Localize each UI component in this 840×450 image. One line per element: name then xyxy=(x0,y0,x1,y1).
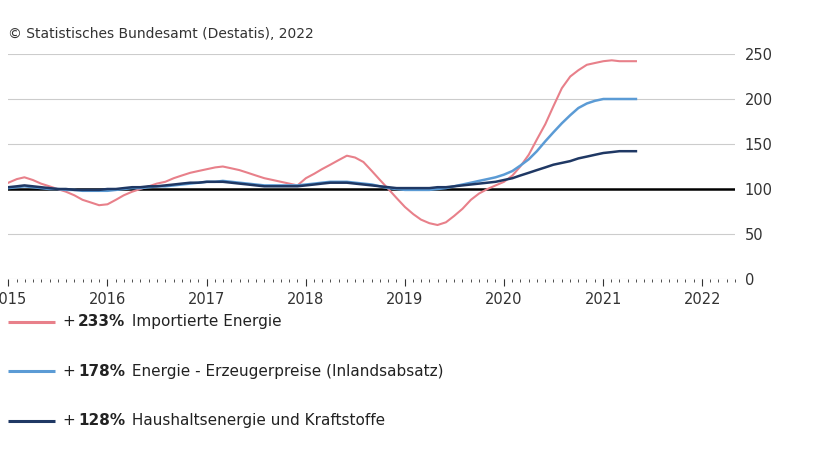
Text: © Statistisches Bundesamt (Destatis), 2022: © Statistisches Bundesamt (Destatis), 20… xyxy=(8,27,314,40)
Text: 128%: 128% xyxy=(78,413,125,428)
Text: Haushaltsenergie und Kraftstoffe: Haushaltsenergie und Kraftstoffe xyxy=(127,413,385,428)
Text: +: + xyxy=(63,413,81,428)
Text: +: + xyxy=(63,314,81,329)
Text: +: + xyxy=(63,364,81,379)
Text: Energie - Erzeugerpreise (Inlandsabsatz): Energie - Erzeugerpreise (Inlandsabsatz) xyxy=(127,364,444,379)
Text: 178%: 178% xyxy=(78,364,125,379)
Text: Importierte Energie: Importierte Energie xyxy=(127,314,281,329)
Text: 233%: 233% xyxy=(78,314,125,329)
